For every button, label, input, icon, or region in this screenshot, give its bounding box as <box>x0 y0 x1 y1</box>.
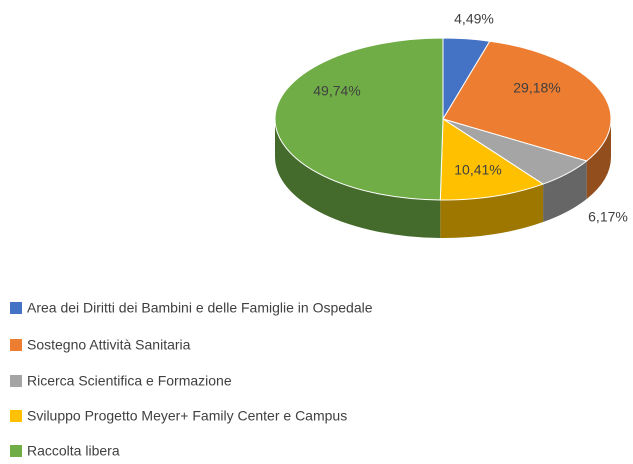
data-label: 29,18% <box>513 80 560 96</box>
legend-swatch <box>10 445 22 457</box>
legend-swatch <box>10 375 22 387</box>
legend: Area dei Diritti dei Bambini e delle Fam… <box>10 300 373 459</box>
pie-slice <box>274 37 444 201</box>
pie-tops <box>274 37 612 201</box>
legend-label: Sostegno Attività Sanitaria <box>27 337 191 353</box>
pie-side <box>543 160 587 223</box>
pie-slice <box>439 118 545 201</box>
legend-label: Area dei Diritti dei Bambini e delle Fam… <box>27 300 373 316</box>
pie-side <box>586 119 611 199</box>
legend-swatch <box>10 302 22 314</box>
legend-label: Sviluppo Progetto Meyer+ Family Center e… <box>27 408 347 424</box>
data-label: 4,49% <box>454 11 494 27</box>
legend-swatch <box>10 339 22 351</box>
pie-side <box>275 119 441 238</box>
data-labels: 4,49% 29,18% 6,17% 10,41% 49,74% <box>313 11 628 225</box>
data-label: 6,17% <box>588 209 628 225</box>
legend-label: Ricerca Scientifica e Formazione <box>27 373 232 389</box>
data-label: 10,41% <box>454 162 501 178</box>
pie-sides <box>275 119 611 239</box>
pie-side <box>440 184 544 239</box>
legend-swatch <box>10 410 22 422</box>
data-label: 49,74% <box>313 83 360 99</box>
legend-label: Raccolta libera <box>27 443 120 459</box>
